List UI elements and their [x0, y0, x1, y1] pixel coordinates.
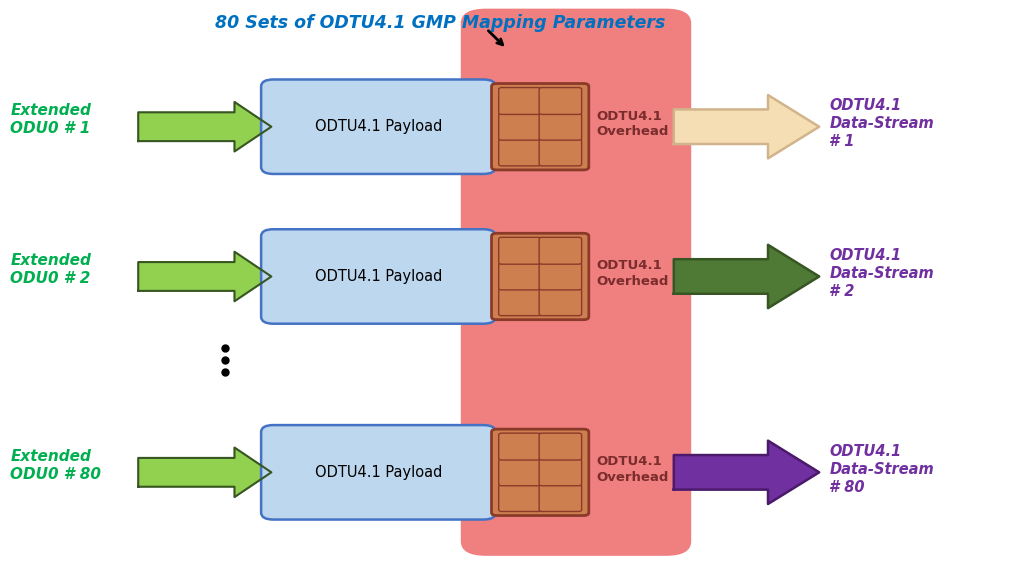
Text: ODTU4.1 Payload: ODTU4.1 Payload [314, 269, 442, 284]
FancyBboxPatch shape [261, 229, 496, 324]
Text: ODTU4.1 Payload: ODTU4.1 Payload [314, 119, 442, 134]
FancyBboxPatch shape [261, 79, 496, 174]
FancyBboxPatch shape [499, 88, 541, 115]
FancyBboxPatch shape [499, 289, 541, 316]
FancyBboxPatch shape [539, 289, 582, 316]
FancyBboxPatch shape [539, 433, 582, 460]
Polygon shape [138, 448, 271, 497]
Polygon shape [674, 95, 819, 158]
Polygon shape [674, 245, 819, 308]
Polygon shape [674, 441, 819, 504]
FancyBboxPatch shape [539, 88, 582, 115]
FancyBboxPatch shape [539, 263, 582, 290]
FancyBboxPatch shape [261, 425, 496, 520]
Text: ODTU4.1
Overhead: ODTU4.1 Overhead [596, 259, 669, 288]
FancyBboxPatch shape [492, 84, 589, 170]
Text: ODTU4.1
Overhead: ODTU4.1 Overhead [596, 455, 669, 484]
Text: ODTU4.1
Data-Stream
# 80: ODTU4.1 Data-Stream # 80 [829, 444, 934, 495]
FancyBboxPatch shape [539, 237, 582, 264]
FancyBboxPatch shape [492, 429, 589, 516]
FancyBboxPatch shape [499, 459, 541, 486]
Text: ODTU4.1
Data-Stream
# 2: ODTU4.1 Data-Stream # 2 [829, 248, 934, 299]
Text: Extended
ODU0 # 80: Extended ODU0 # 80 [10, 449, 101, 482]
FancyBboxPatch shape [499, 263, 541, 290]
Text: ODTU4.1
Data-Stream
# 1: ODTU4.1 Data-Stream # 1 [829, 98, 934, 149]
Text: ODTU4.1 Payload: ODTU4.1 Payload [314, 465, 442, 480]
Text: Extended
ODU0 # 1: Extended ODU0 # 1 [10, 103, 91, 137]
FancyBboxPatch shape [539, 139, 582, 166]
FancyBboxPatch shape [499, 433, 541, 460]
FancyBboxPatch shape [461, 9, 691, 556]
Polygon shape [138, 102, 271, 151]
Text: 80 Sets of ODTU4.1 GMP Mapping Parameters: 80 Sets of ODTU4.1 GMP Mapping Parameter… [215, 14, 666, 32]
FancyBboxPatch shape [499, 139, 541, 166]
Text: ODTU4.1
Overhead: ODTU4.1 Overhead [596, 109, 669, 138]
FancyBboxPatch shape [539, 459, 582, 486]
FancyBboxPatch shape [539, 484, 582, 511]
FancyBboxPatch shape [499, 237, 541, 264]
FancyBboxPatch shape [499, 113, 541, 140]
Text: Extended
ODU0 # 2: Extended ODU0 # 2 [10, 253, 91, 286]
Polygon shape [138, 252, 271, 301]
FancyBboxPatch shape [539, 113, 582, 140]
FancyBboxPatch shape [492, 233, 589, 320]
FancyBboxPatch shape [499, 484, 541, 511]
